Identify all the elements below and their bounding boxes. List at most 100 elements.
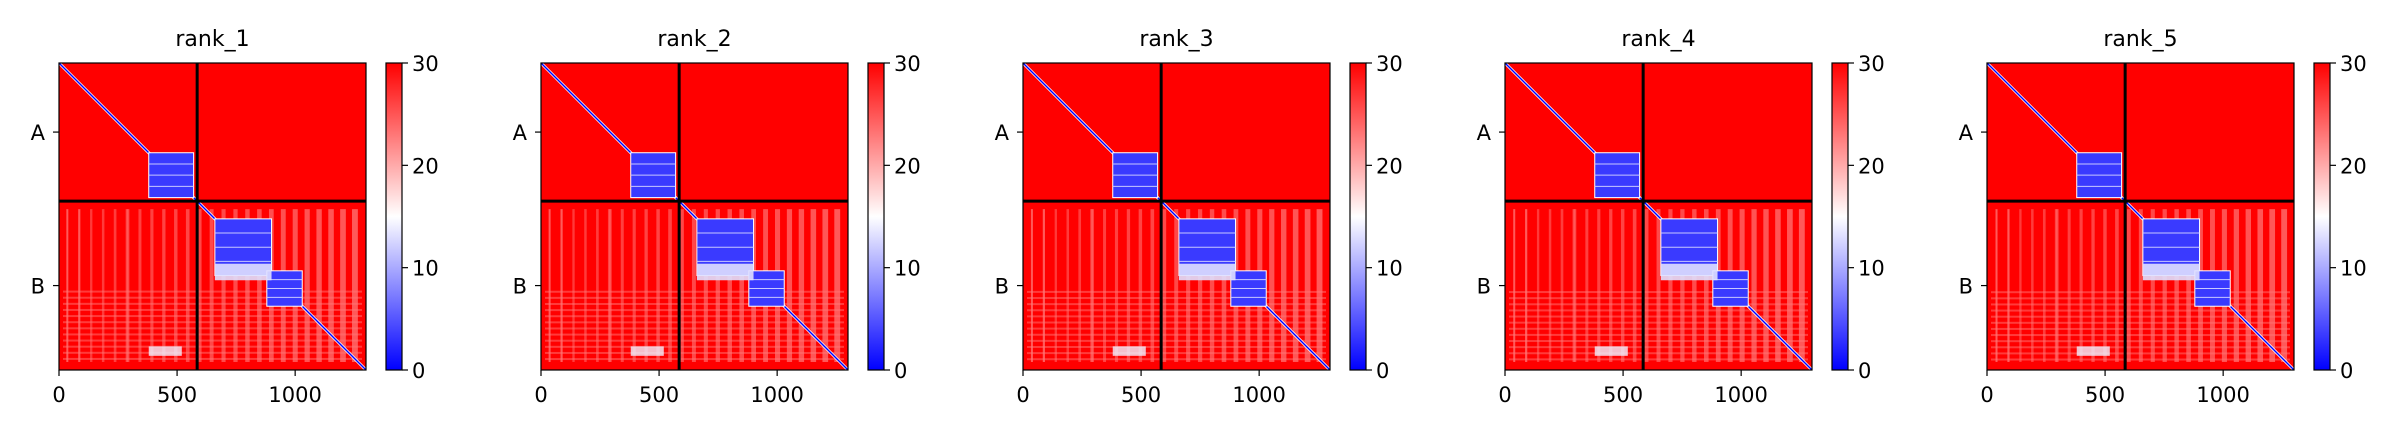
- heatmap-stripe: [1572, 209, 1576, 362]
- heatmap-stripe: [2031, 209, 2034, 362]
- heatmap-stripe: [1703, 209, 1709, 362]
- colorbar-gradient: [1832, 63, 1848, 370]
- heatmap-stripe: [1991, 334, 2290, 337]
- heatmap-stripe: [596, 209, 599, 362]
- colorbar-gradient: [868, 63, 884, 370]
- panel-5: rank_5 0 500 1000 A B 0 10 20 30: [1959, 27, 2367, 407]
- colorbar-tick-label: 10: [1376, 257, 1403, 281]
- heatmap-stripe: [1680, 209, 1685, 362]
- heatmap-stripe: [2115, 209, 2119, 362]
- heatmap-stripe: [1221, 209, 1227, 362]
- domain-block-pale: [2142, 263, 2200, 281]
- heatmap-stripe: [2138, 209, 2143, 362]
- heatmap-stripe: [1027, 345, 1326, 348]
- heatmap-stripe: [1991, 358, 2290, 361]
- heatmap-stripe: [2042, 209, 2046, 362]
- heatmap-stripe: [2150, 209, 2155, 362]
- heatmap-stripe: [644, 209, 648, 362]
- heatmap-stripe: [1509, 303, 1808, 306]
- colorbar-tick-label: 0: [1376, 359, 1389, 383]
- heatmap-stripe: [233, 209, 238, 362]
- colorbar-tick-label: 30: [1376, 52, 1403, 76]
- colorbar-tick-label: 10: [2340, 257, 2367, 281]
- colorbar-tick-label: 30: [894, 52, 921, 76]
- heatmap-stripe: [1027, 309, 1326, 312]
- heatmap-stripe: [63, 321, 362, 324]
- heatmap-stripe: [810, 209, 817, 362]
- heatmap-stripe: [197, 209, 202, 362]
- heatmap-stripe: [739, 209, 744, 362]
- heatmap-stripe: [2079, 209, 2083, 362]
- colorbar-tick-label: 30: [412, 52, 439, 76]
- heatmap-stripe: [1548, 209, 1552, 362]
- heatmap-stripe: [545, 351, 844, 354]
- heatmap-stripe: [1991, 340, 2290, 343]
- colorbar-tick-label: 20: [2340, 154, 2367, 178]
- heatmap-stripe: [1027, 358, 1326, 361]
- diagonal-blue: [58, 62, 367, 371]
- heatmap-stripe: [316, 209, 322, 362]
- heatmap-stripe: [63, 351, 362, 354]
- x-tick-label: 1000: [1232, 383, 1285, 407]
- heatmap-stripe: [185, 209, 190, 362]
- axes-frame: [1986, 62, 2295, 371]
- domain-block-pale: [1178, 263, 1236, 281]
- heatmap-stripe: [2019, 209, 2022, 362]
- axes-frame: [540, 62, 849, 371]
- heatmap-stripe: [1513, 209, 1516, 362]
- heatmap-stripe: [834, 209, 841, 362]
- heatmap-stripe: [1775, 209, 1781, 362]
- heatmap-stripe: [1609, 209, 1613, 362]
- heatmap-stripe: [1668, 209, 1673, 362]
- heatmap-stripe: [1304, 209, 1311, 362]
- heatmap-stripe: [608, 209, 612, 362]
- x-tick-label: 1000: [268, 383, 321, 407]
- heatmap-stripe: [2067, 209, 2071, 362]
- heatmap-stripe: [352, 209, 358, 362]
- heatmap-stripe: [1030, 209, 1033, 362]
- heatmap-stripe: [727, 209, 732, 362]
- heatmap-stripe: [545, 290, 844, 293]
- heatmap-stripe: [2174, 209, 2179, 362]
- heatmap-stripe: [1656, 209, 1661, 362]
- heatmap-stripe: [125, 209, 129, 362]
- heatmap-stripe: [1509, 315, 1808, 318]
- heatmap-stripe: [668, 209, 672, 362]
- heatmap-stripe: [63, 308, 362, 311]
- x-tick-label: 0: [1016, 383, 1029, 407]
- panel-title: rank_3: [1139, 27, 1213, 52]
- heatmap-stripe: [560, 209, 563, 362]
- heatmap-stripe: [2091, 209, 2095, 362]
- heatmap-stripe: [1509, 327, 1808, 330]
- heatmap-stripe: [340, 209, 346, 362]
- heatmap-stripe: [2054, 209, 2058, 362]
- heatmap-stripe: [822, 209, 829, 362]
- heatmap-stripe: [1751, 209, 1757, 362]
- heatmap-stripe: [63, 339, 362, 342]
- heatmap-stripe: [162, 209, 166, 362]
- heatmap-stripe: [2186, 209, 2191, 362]
- heatmap-stripe: [545, 327, 844, 330]
- y-tick-label: A: [1477, 121, 1492, 145]
- domain-block-pale: [1594, 346, 1628, 356]
- panel-title: rank_4: [1621, 27, 1695, 52]
- heatmap-stripe: [1991, 352, 2290, 355]
- domain-block-pale: [630, 346, 664, 356]
- x-tick-label: 0: [52, 383, 65, 407]
- heatmap-stripe: [1536, 209, 1540, 362]
- heatmap-stripe: [1281, 209, 1287, 362]
- heatmap-stripe: [545, 358, 844, 361]
- heatmap-stripe: [1692, 209, 1697, 362]
- axes-frame: [1022, 62, 1331, 371]
- panel-1: rank_1 0 500 1000 A B 0 10 20 30: [31, 27, 439, 407]
- heatmap-stripe: [548, 209, 551, 362]
- heatmap-stripe: [620, 209, 624, 362]
- heatmap-stripe: [1209, 209, 1215, 362]
- colorbar-tick-label: 20: [894, 154, 921, 178]
- heatmap-stripe: [584, 209, 587, 362]
- heatmap-stripe: [101, 209, 105, 362]
- heatmap-stripe: [2103, 209, 2107, 362]
- heatmap-stripe: [680, 209, 684, 362]
